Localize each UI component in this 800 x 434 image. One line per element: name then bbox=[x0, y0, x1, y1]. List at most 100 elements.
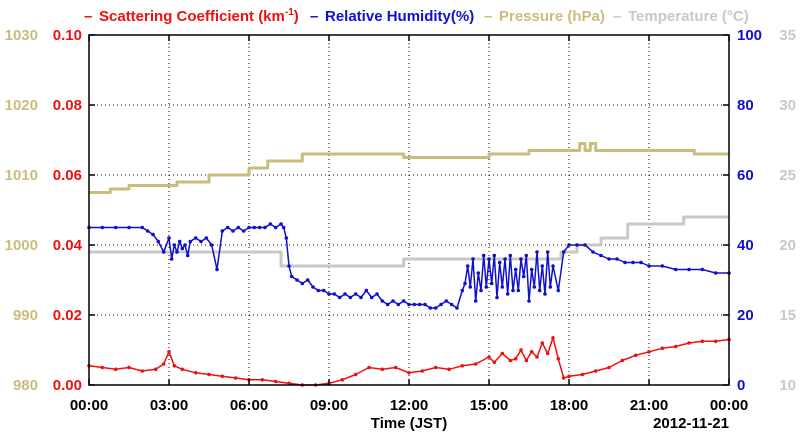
humidity-data-point bbox=[535, 250, 539, 254]
scattering-data-point bbox=[713, 339, 718, 344]
humidity-data-point bbox=[623, 260, 627, 265]
humidity-data-point bbox=[631, 260, 635, 265]
legend-scattering-close: ) bbox=[294, 8, 299, 25]
humidity-data-point bbox=[599, 253, 603, 258]
x-tick-label: 12:00 bbox=[390, 397, 428, 414]
x-tick-label: 21:00 bbox=[630, 397, 668, 414]
humidity-data-point bbox=[252, 225, 257, 230]
humidity-data-point bbox=[575, 243, 579, 247]
humidity-data-point bbox=[169, 257, 174, 261]
scattering-data-point bbox=[353, 372, 358, 377]
humidity-data-point bbox=[247, 225, 251, 230]
scattering-data-point bbox=[687, 341, 691, 345]
temperature-tick-label: 25 bbox=[779, 167, 796, 184]
humidity-data-point bbox=[268, 222, 273, 226]
humidity-data-point bbox=[127, 225, 131, 230]
scattering-data-point bbox=[513, 357, 518, 361]
humidity-data-point bbox=[543, 292, 547, 296]
humidity-data-point bbox=[439, 302, 443, 307]
series-layer bbox=[87, 142, 731, 387]
scattering-data-point bbox=[700, 339, 705, 344]
humidity-data-point bbox=[385, 302, 390, 307]
axes-layer: 00:00 03:00 06:00 09:00 12:00 15:00 18:00 21:00… bbox=[5, 27, 796, 414]
scattering-data-point bbox=[393, 365, 398, 370]
scattering-tick-label: 0.04 bbox=[53, 237, 83, 254]
pressure-tick-label: 1020 bbox=[5, 97, 38, 114]
humidity-data-point bbox=[311, 285, 315, 289]
humidity-data-point bbox=[215, 267, 219, 272]
humidity-data-point bbox=[449, 302, 454, 307]
humidity-data-point bbox=[412, 302, 417, 307]
scattering-data-point bbox=[647, 350, 651, 354]
scattering-data-point bbox=[172, 364, 177, 368]
humidity-data-point bbox=[463, 281, 467, 286]
humidity-data-point bbox=[591, 250, 595, 254]
humidity-data-point bbox=[503, 257, 507, 261]
humidity-data-point bbox=[113, 225, 118, 230]
grid bbox=[89, 35, 729, 385]
humidity-data-point bbox=[615, 257, 619, 261]
scattering-data-point bbox=[551, 336, 555, 340]
x-tick-label: 09:00 bbox=[310, 397, 348, 414]
humidity-data-point bbox=[473, 299, 478, 303]
scattering-data-point bbox=[673, 344, 678, 349]
temperature-tick-label: 15 bbox=[779, 307, 796, 324]
scattering-data-point bbox=[660, 346, 665, 351]
humidity-data-point bbox=[375, 292, 379, 296]
humidity-data-point bbox=[156, 239, 161, 244]
humidity-data-point bbox=[660, 264, 665, 268]
scattering-tick-label: 0.08 bbox=[53, 97, 82, 114]
scattering-data-point bbox=[140, 369, 145, 373]
humidity-data-point bbox=[332, 292, 337, 296]
scattering-data-point bbox=[500, 351, 505, 356]
humidity-data-point bbox=[231, 229, 235, 233]
humidity-data-point bbox=[287, 264, 291, 268]
humidity-data-point bbox=[140, 225, 145, 230]
humidity-data-point bbox=[700, 267, 705, 272]
scattering-data-point bbox=[535, 355, 539, 359]
scattering-data-point bbox=[260, 378, 265, 382]
humidity-data-point bbox=[380, 299, 385, 303]
scattering-data-point bbox=[420, 369, 425, 373]
scattering-data-point bbox=[113, 367, 118, 372]
humidity-data-point bbox=[484, 285, 489, 289]
humidity-data-point bbox=[479, 288, 483, 293]
scattering-data-point bbox=[593, 369, 598, 373]
scattering-data-point bbox=[633, 353, 638, 358]
legend-pressure: Pressure (hPa) bbox=[499, 8, 605, 25]
humidity-data-point bbox=[529, 267, 534, 272]
humidity-tick-label: 80 bbox=[737, 97, 754, 114]
humidity-data-point bbox=[561, 250, 566, 254]
x-tick-label: 06:00 bbox=[230, 397, 268, 414]
humidity-data-point bbox=[209, 243, 214, 247]
scattering-data-point bbox=[487, 355, 491, 359]
scattering-tick-label: 0.02 bbox=[53, 307, 82, 324]
scattering-data-point bbox=[193, 371, 198, 375]
humidity-data-point bbox=[556, 288, 561, 293]
humidity-data-point bbox=[433, 306, 438, 310]
legend-scattering: Scattering Coefficient (km bbox=[99, 8, 285, 25]
humidity-data-point bbox=[257, 225, 262, 230]
x-tick-label: 00:00 bbox=[710, 397, 748, 414]
humidity-data-point bbox=[500, 285, 505, 289]
pressure-tick-label: 980 bbox=[13, 377, 38, 394]
legend-humidity-dash: – bbox=[310, 8, 318, 25]
humidity-data-point bbox=[177, 239, 182, 244]
humidity-data-point bbox=[161, 250, 166, 254]
scattering-data-point bbox=[540, 341, 545, 345]
scattering-data-point bbox=[460, 364, 465, 368]
humidity-data-point bbox=[369, 295, 374, 300]
humidity-data-point bbox=[241, 229, 246, 233]
humidity-data-point bbox=[551, 264, 555, 268]
humidity-data-point bbox=[300, 281, 305, 286]
x-tick-label: 00:00 bbox=[70, 397, 108, 414]
humidity-data-point bbox=[524, 253, 529, 258]
scattering-data-point bbox=[161, 362, 166, 366]
humidity-data-point bbox=[348, 295, 353, 300]
humidity-data-point bbox=[396, 302, 401, 307]
legend: – Scattering Coefficient (km-1) – Relati… bbox=[84, 7, 749, 25]
humidity-data-point bbox=[519, 257, 523, 261]
temperature-tick-label: 35 bbox=[779, 27, 796, 44]
humidity-data-point bbox=[521, 274, 526, 279]
